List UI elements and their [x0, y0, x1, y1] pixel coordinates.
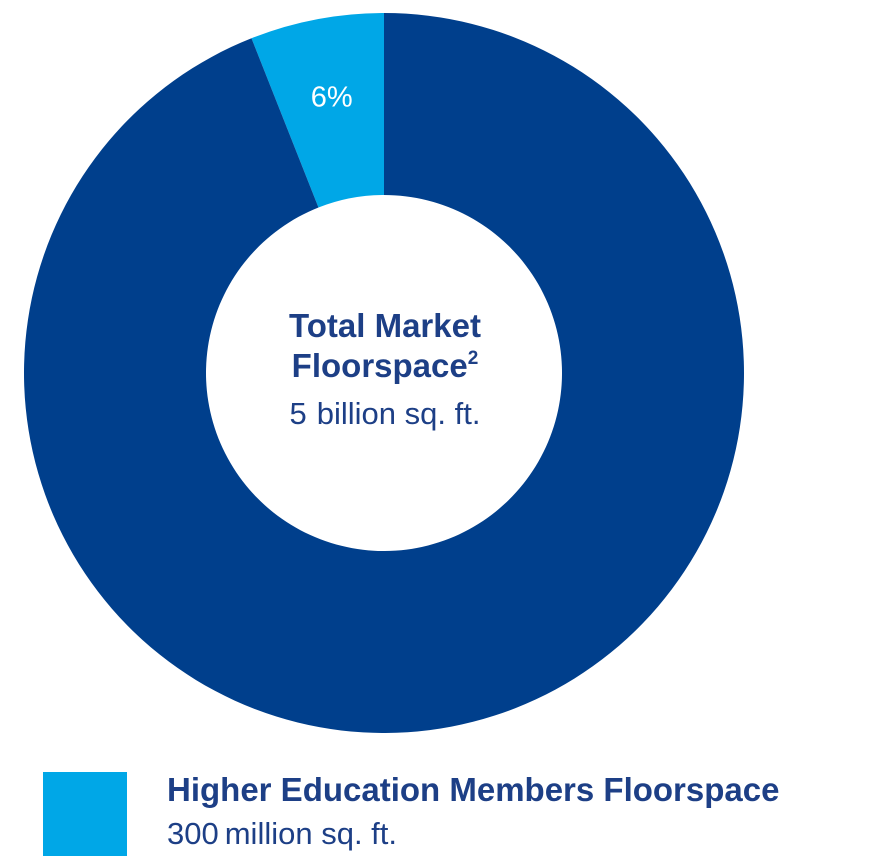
center-title-line1: Total Market	[289, 307, 481, 344]
slice-label-0: 6%	[311, 82, 353, 114]
center-title-line2: Floorspace2	[225, 346, 545, 386]
donut-slice-0	[251, 13, 384, 208]
center-title-line2-text: Floorspace	[291, 347, 468, 384]
donut-chart: 6% Total Market Floorspace2 5 billion sq.…	[23, 13, 744, 733]
center-title-superscript: 2	[467, 348, 479, 369]
donut-slice-labels: 6%	[311, 82, 353, 114]
legend-value-unit: million sq. ft.	[224, 816, 398, 851]
donut-slices	[23, 13, 744, 733]
donut-chart-svg: 6%	[23, 13, 744, 733]
legend-value-number: 300	[167, 816, 219, 851]
legend-value: 300 million sq. ft.	[167, 814, 397, 854]
center-value-number: 5	[289, 396, 307, 431]
legend-title: Higher Education Members Floorspace	[167, 771, 780, 808]
center-value-unit: billion sq. ft.	[316, 396, 481, 431]
donut-slice-1	[23, 13, 744, 733]
legend-swatch	[43, 772, 127, 856]
center-total-value: 5 billion sq. ft.	[225, 394, 545, 434]
